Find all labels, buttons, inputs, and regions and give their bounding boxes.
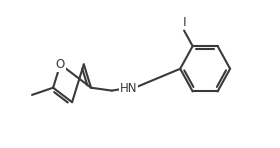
Text: HN: HN (120, 82, 137, 95)
Text: O: O (56, 58, 65, 71)
Text: I: I (182, 16, 186, 29)
